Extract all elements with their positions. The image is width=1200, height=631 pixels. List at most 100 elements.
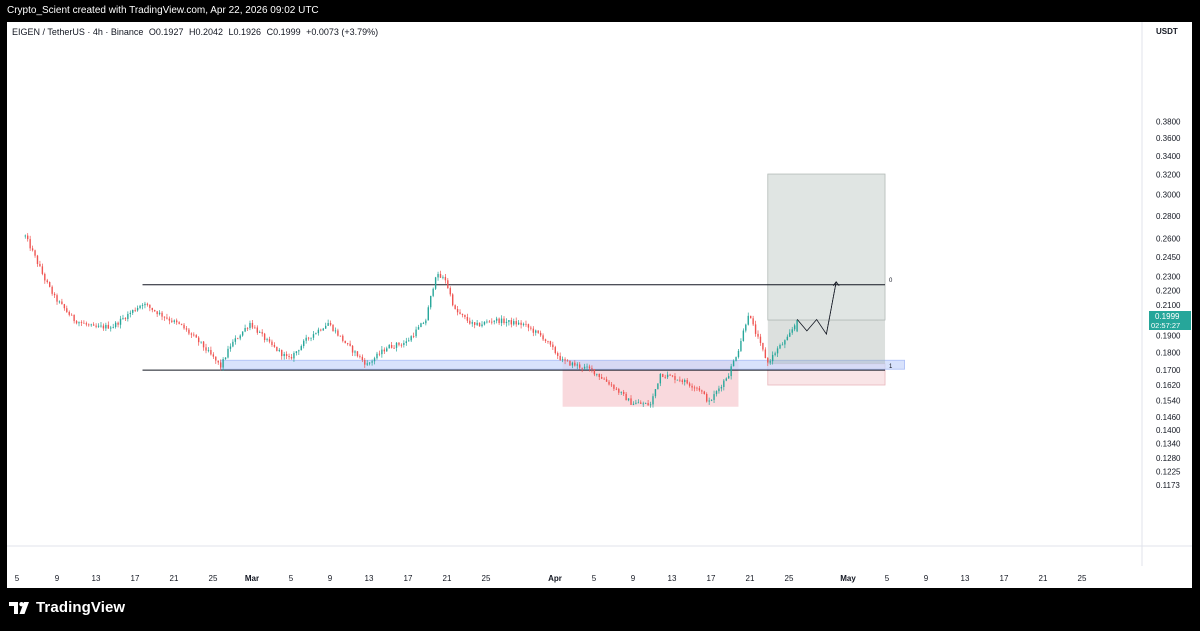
candle-body bbox=[537, 330, 539, 333]
candle-body bbox=[664, 376, 666, 378]
candle-body bbox=[557, 353, 559, 356]
candle-body bbox=[141, 305, 144, 306]
candle-body bbox=[532, 328, 535, 333]
candle-body bbox=[422, 323, 425, 325]
candle-body bbox=[791, 329, 793, 333]
candle-body bbox=[229, 346, 232, 349]
candle-body bbox=[513, 321, 515, 325]
time-axis-day-label: 5 bbox=[15, 574, 20, 583]
candle-body bbox=[44, 273, 46, 281]
candle-body bbox=[681, 380, 684, 383]
time-axis-day-label: 5 bbox=[885, 574, 890, 583]
candle-body bbox=[417, 327, 420, 330]
candle-body bbox=[97, 325, 100, 327]
candle-body bbox=[197, 337, 200, 343]
candle-body bbox=[696, 387, 698, 389]
candle-body bbox=[149, 304, 151, 308]
candle-body bbox=[400, 344, 403, 346]
footer-bar: TradingView bbox=[0, 588, 1200, 631]
candle-body bbox=[251, 322, 254, 328]
candle-body bbox=[61, 301, 63, 305]
candle-body bbox=[92, 324, 95, 326]
candle-body bbox=[520, 322, 522, 325]
candle-body bbox=[603, 378, 605, 380]
price-tick-label: 0.3600 bbox=[1156, 134, 1181, 143]
price-tick-label: 0.1800 bbox=[1156, 348, 1181, 357]
candle-body bbox=[781, 344, 784, 346]
candle-body bbox=[129, 312, 131, 314]
candle-body bbox=[351, 345, 354, 353]
candle-body bbox=[654, 389, 657, 397]
candle-body bbox=[364, 360, 366, 365]
candle-body bbox=[283, 354, 285, 357]
candle-body bbox=[51, 286, 53, 294]
candle-body bbox=[730, 366, 732, 377]
time-axis-day-label: 17 bbox=[707, 574, 716, 583]
time-axis-day-label: 25 bbox=[209, 574, 218, 583]
candle-body bbox=[29, 239, 31, 249]
candle-body bbox=[166, 317, 168, 319]
candle-body bbox=[158, 312, 161, 315]
candle-body bbox=[503, 318, 505, 324]
candle-body bbox=[500, 318, 503, 324]
candle-body bbox=[41, 266, 44, 274]
candle-body bbox=[83, 322, 85, 324]
candle-body bbox=[691, 385, 693, 388]
price-tick-label: 0.1900 bbox=[1156, 332, 1181, 341]
candle-body bbox=[261, 332, 263, 334]
candle-body bbox=[701, 390, 703, 392]
candle-body bbox=[723, 380, 725, 387]
candle-body bbox=[212, 354, 215, 357]
candle-body bbox=[789, 332, 791, 337]
legend-close: C0.1999 bbox=[266, 27, 301, 37]
candle-body bbox=[784, 340, 786, 345]
candle-body bbox=[486, 321, 488, 323]
candle-body bbox=[688, 383, 691, 386]
candle-body bbox=[163, 316, 166, 318]
candle-body bbox=[95, 325, 97, 327]
candle-body bbox=[647, 403, 649, 406]
candle-body bbox=[412, 336, 415, 337]
candle-body bbox=[48, 282, 51, 287]
projection-path[interactable] bbox=[796, 281, 837, 336]
position-entry-zone[interactable] bbox=[767, 320, 886, 364]
price-chart[interactable]: 0 1 USDT 0.3800 0.3600 0.3400 0.3200 0.3000 0.28… bbox=[7, 22, 1192, 588]
candle-body bbox=[105, 324, 107, 329]
candle-body bbox=[178, 322, 180, 324]
time-axis-day-label: 21 bbox=[746, 574, 755, 583]
candle-body bbox=[290, 356, 293, 359]
candle-body bbox=[452, 294, 454, 306]
price-tick-label: 0.1340 bbox=[1156, 440, 1181, 449]
candle-body bbox=[278, 349, 280, 351]
time-axis-day-label: 9 bbox=[55, 574, 60, 583]
candle-body bbox=[119, 318, 122, 325]
candle-body bbox=[522, 323, 525, 325]
candle-body bbox=[344, 340, 346, 344]
candle-body bbox=[356, 351, 359, 357]
candle-body bbox=[27, 235, 29, 240]
time-axis-day-label: 9 bbox=[924, 574, 929, 583]
candle-body bbox=[713, 394, 715, 400]
candle-body bbox=[266, 339, 268, 341]
candle-body bbox=[769, 361, 771, 363]
candle-body bbox=[630, 398, 632, 405]
candle-body bbox=[625, 393, 627, 401]
candle-body bbox=[132, 309, 134, 313]
time-axis-day-label: 21 bbox=[443, 574, 452, 583]
candle-body bbox=[388, 344, 390, 349]
candle-body bbox=[432, 288, 434, 296]
candle-body bbox=[542, 335, 544, 340]
candle-body bbox=[644, 403, 647, 404]
candle-body bbox=[710, 399, 713, 401]
candle-body bbox=[281, 349, 283, 357]
candle-body bbox=[114, 322, 117, 328]
candle-body bbox=[491, 321, 493, 323]
candle-body bbox=[732, 360, 735, 367]
candle-body bbox=[759, 336, 762, 343]
candle-body bbox=[510, 320, 513, 325]
price-tick-label: 0.1225 bbox=[1156, 467, 1181, 476]
candle-body bbox=[571, 362, 574, 366]
chart-area[interactable]: 0 1 USDT 0.3800 0.3600 0.3400 0.3200 0.3000 0.28… bbox=[7, 22, 1192, 588]
candle-body bbox=[322, 328, 324, 331]
position-target-zone[interactable] bbox=[767, 173, 886, 321]
